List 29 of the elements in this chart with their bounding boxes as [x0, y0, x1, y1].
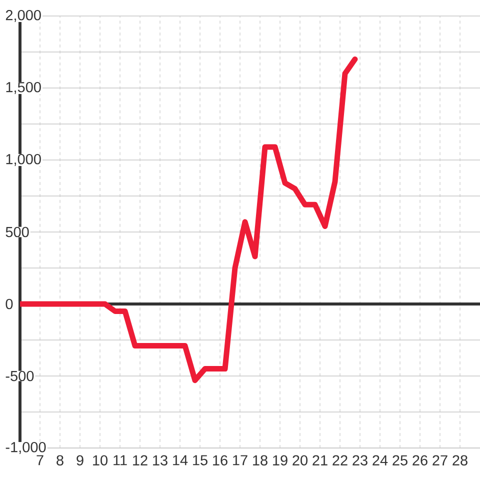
y-tick-label: -1,000: [6, 442, 46, 454]
y-tick-label: -500: [6, 370, 34, 382]
y-tick-label: 1,000: [6, 154, 41, 166]
x-tick-label: 17: [233, 455, 248, 466]
x-tick-label: 13: [153, 455, 168, 466]
x-tick-label: 11: [114, 455, 127, 466]
y-tick-label: 1,500: [6, 82, 41, 94]
x-tick-label: 15: [193, 455, 208, 466]
x-tick-label: 23: [352, 455, 368, 466]
x-tick-label: 10: [93, 455, 108, 466]
x-tick-label: 9: [76, 455, 84, 466]
x-tick-label: 8: [56, 455, 64, 466]
x-tick-label: 28: [452, 455, 468, 466]
y-tick-label: 2,000: [6, 10, 41, 22]
y-tick-label: 500: [6, 226, 29, 238]
x-tick-label: 24: [372, 455, 388, 466]
x-tick-label: 21: [312, 455, 328, 466]
x-tick-label: 20: [292, 455, 308, 466]
x-tick-label: 25: [392, 455, 408, 466]
x-tick-label: 19: [273, 455, 288, 466]
x-tick-label: 7: [36, 455, 44, 466]
x-tick-label: 16: [213, 455, 228, 466]
x-tick-label: 22: [332, 455, 348, 466]
y-tick-label: 0: [6, 298, 13, 310]
x-tick-label: 14: [173, 455, 188, 466]
x-tick-label: 26: [412, 455, 428, 466]
x-tick-label: 27: [432, 455, 448, 466]
x-tick-label: 18: [253, 455, 268, 466]
x-tick-label: 12: [133, 455, 148, 466]
